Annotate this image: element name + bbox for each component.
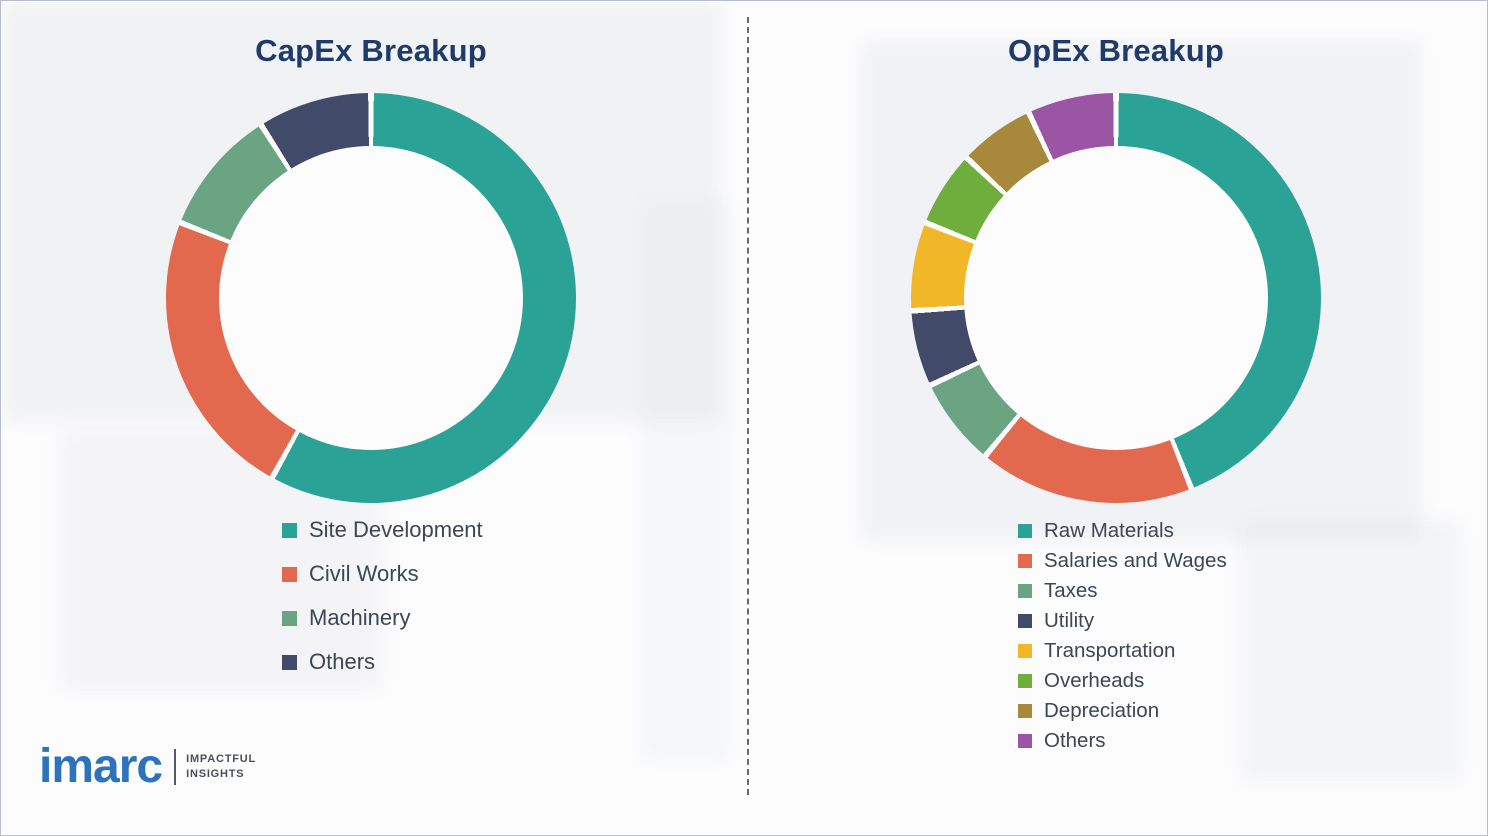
legend-swatch-depreciation	[1018, 704, 1032, 718]
background-texture	[1241, 521, 1461, 781]
legend-item-site-development: Site Development	[282, 508, 483, 552]
legend-label-capex-others: Others	[309, 649, 376, 674]
capex-title: CapEx Breakup	[255, 33, 487, 68]
legend-label-taxes: Taxes	[1044, 579, 1098, 602]
legend-label-salaries-and-wages: Salaries and Wages	[1044, 549, 1227, 572]
legend-label-raw-materials: Raw Materials	[1044, 519, 1174, 542]
opex-title: OpEx Breakup	[1007, 33, 1225, 68]
logo-divider-bar	[174, 749, 177, 785]
legend-item-opex-others: Others	[1018, 726, 1227, 756]
legend-label-depreciation: Depreciation	[1044, 699, 1160, 722]
legend-swatch-machinery	[282, 610, 297, 626]
legend-label-civil-works: Civil Works	[309, 561, 419, 586]
legend-label-overheads: Overheads	[1044, 669, 1145, 692]
imarc-wordmark: imarc	[39, 740, 163, 793]
legend-item-utility: Utility	[1018, 606, 1227, 636]
legend-swatch-capex-others	[282, 654, 297, 670]
legend-item-depreciation: Depreciation	[1018, 696, 1227, 726]
capex-donut-chart	[166, 93, 576, 503]
legend-item-overheads: Overheads	[1018, 666, 1227, 696]
legend-item-raw-materials: Raw Materials	[1018, 516, 1227, 546]
legend-label-opex-others: Others	[1044, 729, 1106, 752]
capex-donut-hole	[219, 146, 523, 450]
opex-donut-hole	[964, 146, 1268, 450]
legend-label-utility: Utility	[1044, 609, 1095, 632]
legend-swatch-utility	[1018, 614, 1032, 628]
capex-legend: Site Development Civil Works Machinery O…	[282, 508, 483, 684]
legend-item-capex-others: Others	[282, 640, 483, 684]
legend-item-salaries-and-wages: Salaries and Wages	[1018, 546, 1227, 576]
legend-swatch-raw-materials	[1018, 524, 1032, 538]
vertical-dashed-divider	[747, 17, 749, 795]
legend-label-transportation: Transportation	[1044, 639, 1176, 662]
legend-label-site-development: Site Development	[309, 517, 483, 542]
logo-tagline-line2: INSIGHTS	[186, 768, 245, 780]
legend-item-taxes: Taxes	[1018, 576, 1227, 606]
logo-tagline-line1: IMPACTFUL	[186, 753, 257, 766]
legend-item-civil-works: Civil Works	[282, 552, 483, 596]
legend-swatch-transportation	[1018, 644, 1032, 658]
imarc-logo: imarc IMPACTFUL INSIGHTS	[39, 743, 256, 791]
legend-label-machinery: Machinery	[309, 605, 411, 630]
legend-item-transportation: Transportation	[1018, 636, 1227, 666]
opex-legend: Raw Materials Salaries and Wages Taxes U…	[1018, 516, 1227, 756]
legend-swatch-taxes	[1018, 584, 1032, 598]
legend-swatch-site-development	[282, 522, 297, 538]
opex-donut-chart	[911, 93, 1321, 503]
legend-swatch-salaries-and-wages	[1018, 554, 1032, 568]
background-texture	[641, 201, 731, 761]
legend-item-machinery: Machinery	[282, 596, 483, 640]
legend-swatch-opex-others	[1018, 734, 1032, 748]
legend-swatch-overheads	[1018, 674, 1032, 688]
logo-tagline: IMPACTFUL INSIGHTS	[186, 752, 256, 782]
legend-swatch-civil-works	[282, 566, 297, 582]
